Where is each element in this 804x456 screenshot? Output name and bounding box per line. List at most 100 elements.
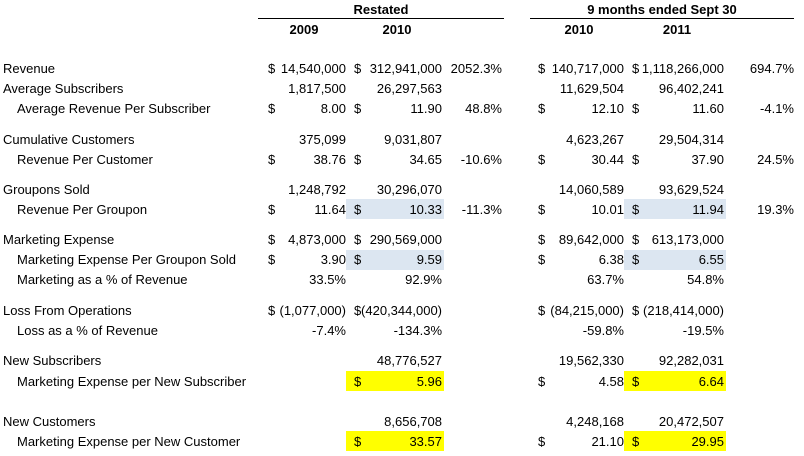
currency-sign: $ [354,303,362,318]
value-cell: 6.55 [698,252,724,267]
value-cell: 8.00 [320,101,346,116]
value-cell: 3.90 [320,252,346,267]
highlight-d-row14 [624,371,726,391]
currency-sign: $ [632,152,640,167]
value-cell: 54.8% [687,272,724,287]
value-cell: 4.58 [598,374,624,389]
value-cell: 14,540,000 [280,61,346,76]
currency-sign: $ [538,252,546,267]
pct-change-9m: -4.1% [760,101,794,116]
value-cell: 11.90 [410,101,442,116]
highlight-b-row9 [346,250,444,270]
value-cell: -19.5% [682,323,724,338]
pct-change-restated: -11.3% [461,202,502,217]
currency-sign: $ [538,101,546,116]
value-cell: 8,656,708 [384,414,442,429]
value-cell: 20,472,507 [658,414,724,429]
currency-sign: $ [632,434,640,449]
currency-sign: $ [354,101,362,116]
currency-sign: $ [354,61,362,76]
value-cell: 1,817,500 [288,81,346,96]
value-cell: -7.4% [312,323,346,338]
currency-sign: $ [632,101,640,116]
value-cell: 4,873,000 [288,232,346,247]
currency-sign: $ [268,61,276,76]
value-cell: (420,344,000) [361,303,442,318]
row-label: Cumulative Customers [3,132,135,147]
highlight-b-row7 [346,199,444,219]
value-cell: 92,282,031 [658,353,724,368]
value-cell: 613,173,000 [651,232,724,247]
currency-sign: $ [354,202,362,217]
row-label: New Customers [3,414,96,429]
col-2011-9m: 2011 [662,22,692,37]
pct-change-restated: 48.8% [465,101,502,116]
value-cell: 11.60 [692,101,724,116]
nine-months-underline [530,18,794,19]
value-cell: 38.76 [313,152,346,167]
value-cell: 92.9% [405,272,442,287]
row-label: Revenue [3,61,56,76]
value-cell: 10.33 [409,202,442,217]
col-2010-restated: 2010 [382,22,412,37]
value-cell: 29.95 [691,434,724,449]
row-label: New Subscribers [3,353,102,368]
value-cell: 4,623,267 [566,132,624,147]
row-label: Marketing as a % of Revenue [17,272,188,287]
value-cell: 5.96 [416,374,442,389]
value-cell: -59.8% [582,323,624,338]
value-cell: 48,776,527 [376,353,442,368]
value-cell: 140,717,000 [551,61,624,76]
row-label: Revenue Per Groupon [17,202,148,217]
currency-sign: $ [632,303,640,318]
value-cell: -134.3% [393,323,442,338]
row-label: Revenue Per Customer [17,152,153,167]
currency-sign: $ [354,152,362,167]
header-9-months: 9 months ended Sept 30 [587,2,737,17]
currency-sign: $ [632,252,640,267]
value-cell: 30.44 [591,152,624,167]
value-cell: (84,215,000) [550,303,624,318]
value-cell: 33.5% [309,272,346,287]
value-cell: 375,099 [299,132,346,147]
value-cell: 93,629,524 [658,182,724,197]
currency-sign: $ [354,232,362,247]
value-cell: 14,060,589 [558,182,624,197]
currency-sign: $ [632,374,640,389]
currency-sign: $ [268,202,276,217]
pct-change-restated: -10.6% [460,152,502,167]
value-cell: 9.59 [416,252,442,267]
currency-sign: $ [268,232,276,247]
value-cell: 63.7% [587,272,624,287]
value-cell: 9,031,807 [384,132,442,147]
value-cell: 96,402,241 [658,81,724,96]
value-cell: 33.57 [409,434,442,449]
value-cell: 30,296,070 [376,182,442,197]
value-cell: 34.65 [409,152,442,167]
currency-sign: $ [538,61,546,76]
currency-sign: $ [354,252,362,267]
highlight-b-row14 [346,371,444,391]
row-label: Marketing Expense Per Groupon Sold [17,252,236,267]
currency-sign: $ [632,232,640,247]
pct-change-restated: 2052.3% [450,61,502,76]
row-label: Loss From Operations [3,303,132,318]
row-label: Loss as a % of Revenue [17,323,158,338]
currency-sign: $ [632,202,640,217]
value-cell: 89,642,000 [558,232,624,247]
value-cell: (1,077,000) [279,303,347,318]
value-cell: 29,504,314 [658,132,724,147]
value-cell: 11.64 [314,202,346,217]
row-label: Groupons Sold [3,182,90,197]
value-cell: 290,569,000 [369,232,442,247]
header-restated: Restated [353,2,409,17]
currency-sign: $ [538,374,546,389]
currency-sign: $ [538,232,546,247]
row-label: Marketing Expense per New Subscriber [17,374,247,389]
pct-change-9m: 19.3% [757,202,794,217]
restated-underline [258,18,504,19]
value-cell: 6.38 [598,252,624,267]
value-cell: 11.94 [692,202,724,217]
currency-sign: $ [538,152,546,167]
row-label: Marketing Expense [3,232,115,247]
